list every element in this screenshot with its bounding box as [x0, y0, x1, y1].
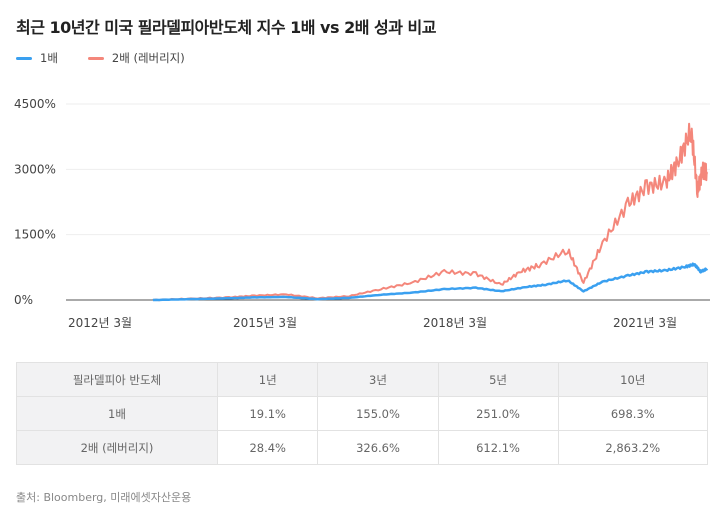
line-chart: 0% 1500% 3000% 4500% 2012년 3월 2015년 3월 2018년 3… [14, 97, 710, 330]
table-cell: 698.3% [557, 396, 709, 431]
legend-item-1x: 1배 [16, 50, 58, 66]
table-cell: 19.1% [216, 396, 319, 431]
legend-swatch [87, 57, 104, 60]
y-tick-label: 3000% [14, 162, 56, 176]
source-note: 출처: Bloomberg, 미래에셋자산운용 [16, 491, 192, 504]
legend: 1배 2배 (레버리지) [16, 50, 185, 66]
y-tick-label: 0% [14, 293, 33, 307]
x-tick-label: 2018년 3월 [423, 316, 487, 330]
table-header-row: 필라델피아 반도체 1년 3년 5년 10년 [16, 362, 709, 397]
x-tick-label: 2021년 3월 [613, 316, 677, 330]
performance-table: 필라델피아 반도체 1년 3년 5년 10년 1배 19.1% 155.0% 2… [16, 362, 709, 465]
table-cell: 251.0% [437, 396, 559, 431]
y-tick-label: 1500% [14, 228, 56, 242]
series-line-1x [152, 262, 709, 302]
table-row: 1배 19.1% 155.0% 251.0% 698.3% [16, 396, 709, 431]
row-label: 2배 (레버리지) [16, 430, 218, 465]
row-label: 1배 [16, 396, 218, 431]
table-cell: 612.1% [437, 430, 559, 465]
table-cell: 155.0% [317, 396, 439, 431]
header-cell: 1년 [216, 362, 319, 397]
y-tick-label: 4500% [14, 97, 56, 111]
x-tick-label: 2012년 3월 [68, 316, 132, 330]
table-row: 2배 (레버리지) 28.4% 326.6% 612.1% 2,863.2% [16, 430, 709, 465]
legend-swatch [16, 57, 32, 60]
legend-label: 1배 [40, 51, 58, 65]
legend-item-2x: 2배 (레버리지) [87, 50, 185, 66]
header-cell: 5년 [437, 362, 559, 397]
table-cell: 326.6% [317, 430, 439, 465]
series-line-2x [152, 122, 709, 302]
chart-title: 최근 10년간 미국 필라델피아반도체 지수 1배 vs 2배 성과 비교 [16, 18, 436, 37]
legend-label: 2배 (레버리지) [111, 51, 185, 65]
x-tick-label: 2015년 3월 [233, 316, 297, 330]
table-cell: 2,863.2% [557, 430, 709, 465]
table-cell: 28.4% [216, 430, 319, 465]
header-cell: 3년 [317, 362, 439, 397]
header-cell: 필라델피아 반도체 [16, 362, 218, 397]
header-cell: 10년 [557, 362, 709, 397]
